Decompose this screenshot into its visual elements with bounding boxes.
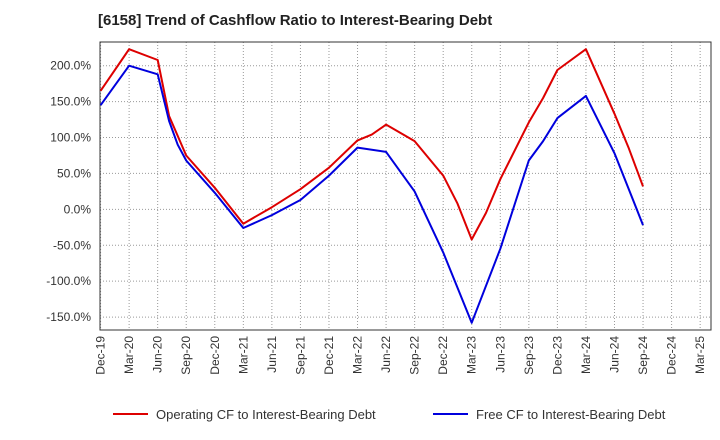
x-tick-label: Mar-23	[465, 336, 479, 374]
y-tick-label: -50.0%	[53, 238, 91, 252]
x-tick-label: Jun-21	[265, 336, 279, 373]
y-tick-label: 0.0%	[64, 202, 92, 216]
legend-label-free-cf: Free CF to Interest-Bearing Debt	[476, 407, 666, 422]
x-tick-label: Jun-24	[607, 336, 621, 373]
x-tick-label: Dec-24	[665, 336, 679, 375]
series-line-free-cf	[99, 64, 644, 324]
legend: Operating CF to Interest-Bearing Debt Fr…	[113, 407, 666, 422]
x-axis-tick-labels: Dec-19 Mar-20 Jun-20 Sep-20 Dec-20 Mar-21 Jun-…	[94, 336, 708, 375]
series-line-operating-cf	[99, 48, 644, 241]
y-tick-label: 50.0%	[57, 166, 91, 180]
x-tick-label: Sep-24	[636, 336, 650, 375]
y-tick-label: -150.0%	[46, 310, 91, 324]
x-tick-label: Sep-22	[408, 336, 422, 375]
x-tick-label: Jun-23	[493, 336, 507, 373]
y-tick-label: 150.0%	[50, 95, 91, 109]
x-tick-label: Sep-20	[179, 336, 193, 375]
grid-lines	[100, 42, 711, 330]
x-tick-label: Dec-23	[550, 336, 564, 375]
x-tick-label: Dec-20	[208, 336, 222, 375]
y-tick-label: 100.0%	[50, 131, 91, 145]
x-tick-label: Mar-21	[236, 336, 250, 374]
x-tick-label: Mar-22	[351, 336, 365, 374]
y-tick-label: 200.0%	[50, 59, 91, 73]
x-tick-label: Jun-22	[379, 336, 393, 373]
y-tick-label: -100.0%	[46, 274, 91, 288]
x-tick-label: Mar-24	[579, 336, 593, 374]
x-tick-label: Dec-22	[436, 336, 450, 375]
plot-frame	[99, 41, 712, 331]
y-axis-tick-labels: 200.0% 150.0% 100.0% 50.0% 0.0% -50.0% -100.0%…	[46, 59, 91, 324]
series-lines	[99, 48, 644, 324]
x-tick-label: Mar-25	[693, 336, 707, 374]
x-tick-label: Dec-21	[322, 336, 336, 375]
x-tick-label: Sep-21	[293, 336, 307, 375]
legend-label-operating-cf: Operating CF to Interest-Bearing Debt	[156, 407, 376, 422]
x-tick-label: Dec-19	[94, 336, 108, 375]
x-tick-label: Jun-20	[151, 336, 165, 373]
x-tick-label: Mar-20	[122, 336, 136, 374]
chart-title: [6158] Trend of Cashflow Ratio to Intere…	[98, 12, 493, 29]
x-tick-label: Sep-23	[522, 336, 536, 375]
